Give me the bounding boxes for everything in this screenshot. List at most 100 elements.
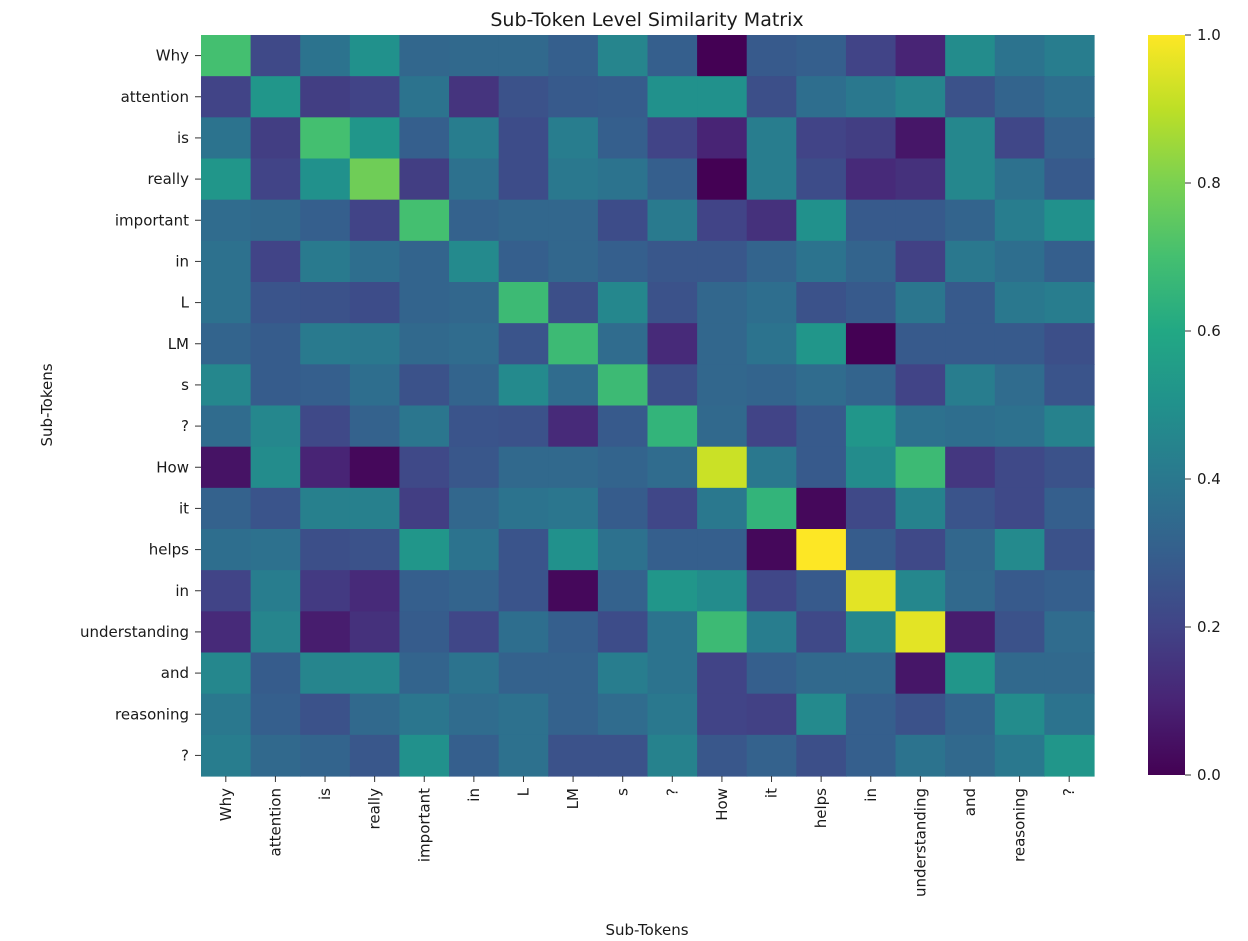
heatmap-cell: [548, 734, 599, 777]
heatmap-cell: [994, 529, 1045, 571]
heatmap-cell: [449, 364, 500, 407]
heatmap-cell: [796, 446, 847, 489]
heatmap-cell: [697, 487, 748, 530]
heatmap-cell: [647, 117, 698, 160]
heatmap-cell: [945, 199, 996, 242]
x-tick-label: reasoning: [1011, 788, 1029, 862]
heatmap-cell: [201, 529, 252, 571]
heatmap-cell: [597, 364, 649, 407]
heatmap-cell: [399, 693, 450, 736]
heatmap-cell: [647, 487, 698, 530]
heatmap-cell: [895, 611, 946, 654]
y-tick-label: it: [179, 499, 189, 517]
heatmap-cell: [449, 76, 500, 118]
heatmap-cell: [994, 693, 1045, 736]
heatmap-cell: [300, 35, 351, 77]
heatmap-cell: [349, 446, 401, 489]
heatmap-cell: [1044, 282, 1095, 324]
heatmap-cell: [796, 734, 847, 777]
heatmap-cell: [300, 693, 351, 736]
heatmap-cell: [349, 35, 401, 77]
heatmap-cell: [994, 364, 1045, 407]
heatmap-cell: [647, 158, 698, 201]
heatmap-cell: [895, 693, 946, 736]
heatmap-cell: [300, 446, 351, 489]
heatmap-cell: [697, 529, 748, 571]
heatmap-cell: [945, 693, 996, 736]
heatmap-cell: [201, 446, 252, 489]
x-tick-label: helps: [812, 788, 830, 828]
heatmap-cell: [300, 240, 351, 283]
x-tick-label: really: [366, 788, 384, 830]
heatmap-cell: [548, 76, 599, 118]
heatmap-cell: [548, 693, 599, 736]
heatmap-cell: [895, 199, 946, 242]
heatmap-cell: [548, 487, 599, 530]
heatmap-cell: [746, 117, 797, 160]
heatmap-cell: [845, 158, 897, 201]
heatmap-cell: [498, 117, 549, 160]
heatmap-cell: [250, 446, 301, 489]
heatmap-cell: [250, 529, 301, 571]
heatmap-cell: [349, 734, 401, 777]
heatmap-cell: [994, 734, 1045, 777]
heatmap-cell: [697, 76, 748, 118]
heatmap-cell: [746, 76, 797, 118]
colorbar-tick-label: 0.6: [1197, 322, 1221, 340]
heatmap-cell: [349, 652, 401, 695]
heatmap-cell: [1044, 323, 1095, 365]
y-tick-label: is: [177, 129, 189, 147]
x-tick-label: ?: [663, 788, 681, 796]
heatmap-cell: [300, 405, 351, 448]
heatmap-cell: [201, 405, 252, 448]
heatmap-cell: [498, 405, 549, 448]
heatmap-cell: [1044, 529, 1095, 571]
x-tick-label: important: [415, 788, 433, 862]
heatmap-cell: [597, 117, 649, 160]
heatmap-cell: [895, 158, 946, 201]
heatmap-cell: [349, 570, 401, 612]
heatmap-cell: [548, 240, 599, 283]
heatmap-cell: [746, 693, 797, 736]
x-tick-label: s: [614, 788, 632, 796]
heatmap-cell: [845, 693, 897, 736]
heatmap-cell: [300, 282, 351, 324]
x-tick-label: and: [961, 788, 979, 816]
heatmap-cell: [994, 652, 1045, 695]
heatmap-cell: [1044, 117, 1095, 160]
x-tick-label: in: [465, 788, 483, 802]
heatmap-cell: [498, 487, 549, 530]
colorbar-tick-label: 0.4: [1197, 470, 1221, 488]
heatmap-cell: [647, 240, 698, 283]
heatmap-cell: [548, 282, 599, 324]
y-tick-label: helps: [149, 541, 189, 559]
colorbar-tick-label: 1.0: [1197, 26, 1221, 44]
heatmap-cells: [201, 35, 1095, 777]
heatmap-cell: [250, 35, 301, 77]
heatmap-cell: [796, 487, 847, 530]
heatmap-cell: [300, 323, 351, 365]
y-tick-label: and: [161, 664, 189, 682]
heatmap-cell: [349, 282, 401, 324]
heatmap-cell: [1044, 693, 1095, 736]
heatmap-cell: [895, 364, 946, 407]
heatmap-cell: [349, 487, 401, 530]
heatmap-cell: [498, 240, 549, 283]
heatmap-cell: [895, 529, 946, 571]
colorbar-tick-label: 0.2: [1197, 618, 1221, 636]
heatmap-cell: [895, 405, 946, 448]
y-tick-label: s: [181, 376, 189, 394]
y-tick-label: ?: [181, 746, 189, 764]
heatmap-cell: [449, 693, 500, 736]
heatmap-cell: [697, 240, 748, 283]
heatmap-cell: [449, 199, 500, 242]
heatmap-cell: [845, 35, 897, 77]
heatmap-cell: [746, 199, 797, 242]
heatmap-cell: [597, 693, 649, 736]
heatmap-cell: [845, 240, 897, 283]
heatmap-cell: [945, 282, 996, 324]
heatmap-cell: [796, 652, 847, 695]
heatmap-cell: [796, 76, 847, 118]
heatmap-cell: [697, 282, 748, 324]
